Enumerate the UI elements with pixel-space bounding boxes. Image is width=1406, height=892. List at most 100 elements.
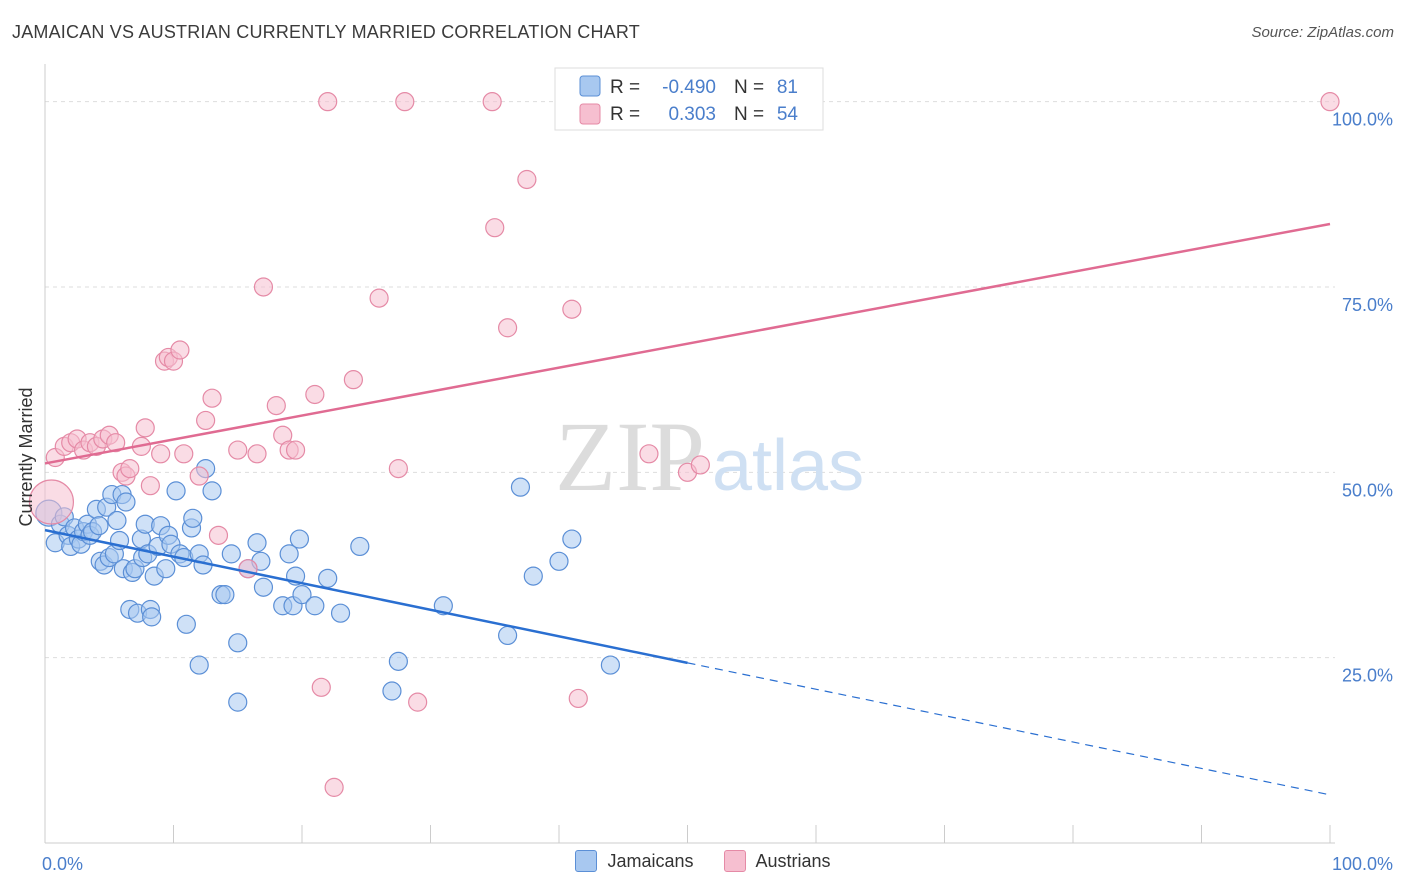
jamaican-point-66 — [305, 596, 325, 616]
jamaicans-trend-extension — [687, 662, 1331, 796]
austrian-point-10 — [106, 433, 126, 453]
austrian-point-36 — [311, 677, 331, 697]
austrian-point-40 — [369, 288, 389, 308]
jamaican-point-69 — [350, 536, 370, 557]
austrian-point-25 — [202, 388, 222, 408]
x-tick-label-max: 100.0% — [1332, 854, 1393, 874]
jamaican-point-78 — [600, 655, 621, 675]
austrian-point-50 — [639, 444, 659, 464]
stats-n-label-2: N = — [734, 104, 764, 125]
jamaican-point-55 — [228, 633, 248, 653]
austrian-point-49 — [568, 688, 588, 709]
watermark: ZIP atlas — [555, 401, 864, 512]
legend-label-jamaicans: Jamaicans — [607, 850, 694, 871]
austrian-point-21 — [170, 340, 190, 360]
axes — [44, 64, 1335, 844]
jamaican-point-39 — [156, 559, 176, 579]
austrian-point-0 — [28, 479, 75, 525]
jamaican-point-65 — [292, 585, 312, 605]
legend-swatch-austrians — [723, 850, 746, 872]
bottom-legend: Jamaicans Austrians — [0, 850, 1406, 872]
jamaican-point-74 — [510, 477, 531, 497]
austrian-point-34 — [285, 440, 306, 460]
austrian-point-43 — [408, 692, 428, 712]
austrian-point-48 — [562, 299, 582, 319]
legend-item-jamaicans: Jamaicans — [575, 850, 694, 872]
jamaican-point-75 — [523, 566, 543, 586]
austrian-point-31 — [266, 396, 286, 416]
y-tick-label-50: 50.0% — [1342, 480, 1393, 500]
austrian-point-35 — [305, 384, 325, 405]
tick-labels: 25.0% 50.0% 75.0% 100.0% 0.0% 100.0% — [42, 110, 1393, 874]
stats-legend: R = -0.490 N = 81 R = 0.303 N = 54 — [554, 67, 824, 131]
stats-r-label-2: R = — [610, 104, 640, 125]
jamaican-point-73 — [498, 625, 518, 646]
austrian-point-38 — [324, 777, 344, 797]
austrian-point-39 — [343, 370, 363, 390]
jamaican-point-61 — [279, 544, 299, 564]
jamaican-point-35 — [142, 607, 162, 627]
austrian-point-16 — [140, 476, 160, 496]
austrian-point-23 — [189, 466, 209, 486]
jamaican-point-53 — [215, 585, 235, 605]
austrian-point-47 — [517, 169, 537, 190]
austrian-point-29 — [247, 444, 267, 464]
grid-lines — [45, 101, 1335, 659]
jamaican-point-76 — [549, 551, 569, 571]
jamaican-point-25 — [116, 492, 136, 512]
jamaican-point-51 — [202, 481, 222, 501]
y-tick-label-25: 25.0% — [1342, 666, 1393, 686]
austrian-point-30 — [253, 277, 274, 297]
austrian-point-37 — [318, 92, 338, 112]
jamaican-point-45 — [176, 614, 196, 634]
austrian-point-52 — [690, 455, 710, 475]
jamaican-point-70 — [382, 681, 402, 701]
austrian-point-42 — [395, 92, 415, 112]
stats-r-value-1: -0.490 — [662, 77, 716, 98]
jamaicans-points — [35, 459, 621, 712]
austrian-point-28 — [238, 559, 258, 579]
stats-n-value-2: 54 — [777, 104, 799, 125]
austrian-point-13 — [120, 459, 140, 479]
jamaican-point-68 — [330, 603, 351, 623]
jamaican-point-14 — [89, 516, 109, 536]
jamaicans-trend-line — [44, 528, 688, 665]
legend-label-austrians: Austrians — [755, 850, 831, 871]
legend-swatch-jamaicans — [575, 850, 598, 872]
stats-swatch-jamaicans — [579, 75, 601, 97]
chart-title: JAMAICAN VS AUSTRIAN CURRENTLY MARRIED C… — [12, 22, 640, 42]
jamaican-point-57 — [247, 533, 267, 553]
stats-swatch-austrians — [579, 103, 601, 125]
austrian-point-46 — [498, 318, 518, 338]
jamaican-point-54 — [221, 544, 241, 564]
austrians-trend-line — [44, 222, 1331, 465]
x-tick-label-min: 0.0% — [42, 854, 83, 874]
legend-item-austrians: Austrians — [723, 850, 831, 872]
austrian-point-45 — [482, 92, 502, 112]
stats-n-value-1: 81 — [777, 77, 798, 98]
jamaican-point-59 — [253, 577, 274, 597]
jamaican-point-77 — [562, 529, 582, 549]
austrian-point-24 — [196, 410, 216, 431]
watermark-zip: ZIP — [555, 401, 705, 512]
watermark-atlas: atlas — [712, 426, 864, 506]
y-tick-label-100: 100.0% — [1332, 110, 1393, 130]
jamaican-point-47 — [183, 508, 203, 528]
austrian-point-27 — [228, 440, 248, 460]
jamaican-point-64 — [289, 529, 310, 549]
austrian-point-26 — [208, 525, 229, 545]
source-label: Source: ZipAtlas.com — [1251, 24, 1394, 41]
austrian-point-41 — [388, 459, 408, 479]
y-tick-label-75: 75.0% — [1342, 295, 1393, 315]
y-axis-label: Currently Married — [16, 387, 36, 526]
stats-n-label-1: N = — [734, 77, 764, 98]
austrian-point-17 — [151, 444, 171, 464]
jamaican-point-42 — [166, 481, 186, 501]
stats-r-value-2: 0.303 — [668, 104, 716, 125]
jamaican-point-80 — [228, 692, 248, 712]
jamaican-point-71 — [388, 651, 408, 671]
austrian-point-53 — [1320, 92, 1340, 112]
trend-lines — [44, 222, 1331, 796]
jamaican-point-79 — [189, 655, 209, 675]
